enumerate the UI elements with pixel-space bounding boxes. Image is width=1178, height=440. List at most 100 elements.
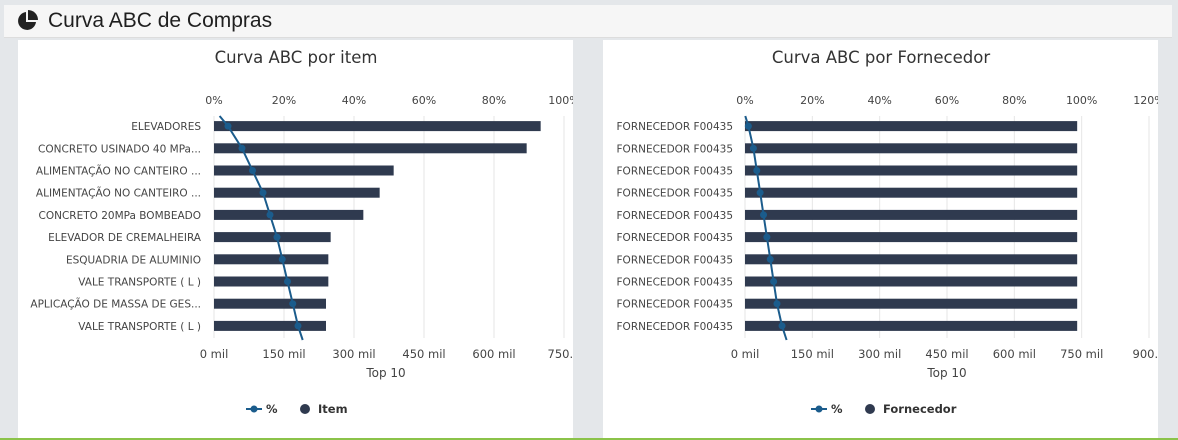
bar (745, 276, 1078, 287)
category-label: FORNECEDOR F00435 (617, 121, 733, 133)
percent-point (778, 322, 786, 330)
bar (745, 232, 1078, 243)
percent-point (238, 144, 246, 152)
category-label: FORNECEDOR F00435 (617, 277, 733, 289)
bar (214, 143, 527, 154)
category-label: VALE TRANSPORTE ( L ) (78, 321, 201, 333)
bottom-axis-tick-label: 0 mil (731, 347, 760, 361)
bar (214, 320, 326, 331)
bar (214, 165, 394, 176)
percent-point (749, 144, 757, 152)
bar (214, 187, 380, 198)
bottom-axis-tick-label: 900... (1133, 347, 1158, 361)
top-axis-tick-label: 0% (736, 94, 753, 107)
percent-point (753, 167, 761, 174)
top-axis-tick-label: 40% (867, 94, 891, 107)
x-axis-label: Top 10 (365, 366, 405, 380)
percent-point (284, 278, 291, 285)
bar (745, 254, 1078, 265)
bar (214, 232, 331, 243)
category-label: ELEVADORES (131, 121, 201, 133)
bar (214, 298, 326, 309)
bottom-axis-tick-label: 750 mil (1060, 347, 1103, 361)
x-axis-label: Top 10 (926, 366, 966, 380)
percent-point (756, 189, 764, 197)
chart-abc-item: Curva ABC por item 0% 20% 40% 60% 80% 100% 0 mi… (30, 48, 573, 416)
category-label: APLICAÇÃO DE MASSA DE GES... (30, 298, 201, 311)
top-axis-tick-label: 60% (935, 94, 959, 107)
bottom-axis-tick-label: 750... (548, 347, 573, 361)
top-axis-tick-label: 20% (800, 94, 824, 107)
category-label: FORNECEDOR F00435 (617, 232, 733, 244)
category-label: FORNECEDOR F00435 (617, 210, 733, 222)
top-axis-tick-label: 0% (205, 94, 222, 107)
percent-point (224, 122, 232, 130)
legend-label: Item (318, 402, 348, 416)
bar (745, 143, 1078, 154)
category-label: ESQUADRIA DE ALUMINIO (66, 254, 201, 266)
legend-line-marker (815, 405, 823, 413)
category-label: ALIMENTAÇÃO NO CANTEIRO ... (36, 187, 201, 200)
legend-bar-marker (300, 404, 310, 414)
bar (745, 187, 1078, 198)
pie-chart-icon (18, 10, 38, 30)
chart-panel-item: Curva ABC por item 0% 20% 40% 60% 80% 100% 0 mi… (18, 40, 573, 440)
bottom-axis-tick-label: 150 mil (791, 347, 834, 361)
bar (745, 121, 1078, 132)
bottom-axis-tick-label: 450 mil (402, 347, 445, 361)
top-axis-tick-label: 20% (272, 94, 296, 107)
category-label: FORNECEDOR F00435 (617, 299, 733, 311)
bar (745, 320, 1078, 331)
bottom-axis-tick-label: 300 mil (858, 347, 901, 361)
top-axis-tick-label: 100% (1066, 94, 1097, 107)
percent-point (770, 278, 778, 285)
percent-point (289, 300, 297, 308)
percent-point (259, 189, 267, 197)
legend-label: Fornecedor (883, 402, 957, 416)
category-label: FORNECEDOR F00435 (617, 188, 733, 200)
top-axis-tick-label: 80% (482, 94, 506, 107)
category-label: CONCRETO 20MPa BOMBEADO (39, 210, 202, 222)
percent-line (744, 115, 788, 341)
percent-point (744, 122, 752, 130)
category-label: FORNECEDOR F00435 (617, 254, 733, 266)
category-label: FORNECEDOR F00435 (617, 166, 733, 178)
top-axis-tick-label: 80% (1002, 94, 1026, 107)
category-label: ELEVADOR DE CREMALHEIRA (48, 232, 202, 244)
bottom-axis-tick-label: 600 mil (993, 347, 1036, 361)
bottom-axis-tick-label: 300 mil (332, 347, 375, 361)
bottom-axis-tick-label: 0 mil (200, 347, 229, 361)
bar (214, 209, 364, 220)
top-axis-tick-label: 120% (1133, 94, 1158, 107)
percent-point (278, 255, 286, 263)
percent-point (249, 167, 256, 174)
chart-title: Curva ABC por Fornecedor (772, 48, 990, 67)
percent-point (763, 233, 771, 241)
bar (745, 298, 1078, 309)
chart-abc-fornecedor: Curva ABC por Fornecedor 0% 20% 40% 60% 80% 10… (617, 48, 1158, 416)
top-axis-tick-label: 40% (342, 94, 366, 107)
page-title: Curva ABC de Compras (48, 9, 273, 32)
top-axis-tick-label: 60% (412, 94, 436, 107)
category-label: CONCRETO USINADO 40 MPa... (38, 143, 201, 155)
bottom-axis-tick-label: 600 mil (472, 347, 515, 361)
bar (214, 254, 329, 265)
legend-label: % (266, 402, 278, 416)
bar (214, 121, 541, 132)
bar (745, 165, 1078, 176)
top-axis-tick-label: 100% (548, 94, 573, 107)
legend-line-marker (250, 405, 258, 413)
category-label: VALE TRANSPORTE ( L ) (78, 277, 201, 289)
bar (745, 209, 1078, 220)
category-label: FORNECEDOR F00435 (617, 143, 733, 155)
legend-bar-marker (865, 404, 875, 414)
chart-title: Curva ABC por item (215, 48, 378, 67)
percent-point (266, 211, 274, 219)
chart-panel-fornecedor: Curva ABC por Fornecedor 0% 20% 40% 60% 80% 10… (603, 40, 1158, 440)
bottom-axis-tick-label: 450 mil (925, 347, 968, 361)
percent-point (294, 322, 302, 330)
percent-point (760, 211, 768, 219)
percent-point (773, 300, 781, 308)
page-header: Curva ABC de Compras (4, 5, 1172, 38)
percent-point (273, 233, 281, 241)
